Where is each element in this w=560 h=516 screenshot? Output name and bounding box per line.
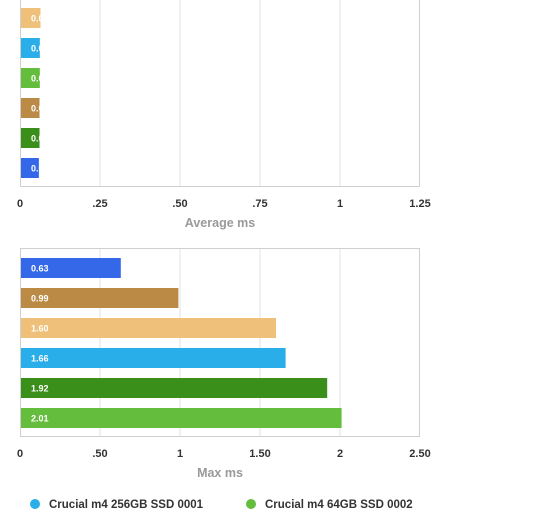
bar: [21, 288, 179, 308]
bar-value-label: 0.062: [31, 74, 54, 84]
bar: [21, 158, 39, 178]
x-tick-label: .50: [92, 448, 107, 460]
bar: [21, 348, 286, 368]
bar: [21, 318, 276, 338]
legend-item-label: Crucial m4 256GB SSD 0001: [49, 499, 204, 511]
bar-value-label: 1.60: [31, 324, 49, 334]
x-axis-title: Max ms: [197, 466, 243, 480]
bar-value-label: 0.064: [31, 14, 54, 24]
bar-value-label: 1.92: [31, 384, 49, 394]
legend-item-label: Crucial m4 64GB SSD 0002: [265, 499, 413, 511]
x-tick-label: 2.50: [409, 448, 430, 460]
max-ms-chart: 0.63 0.99 1.60 1.66 1.92 2.01 0 .50 1 1.50 2 2.50 Ma…: [17, 248, 431, 480]
bar-value-label: 0.062: [31, 44, 54, 54]
bar-value-label: 0.059: [31, 164, 54, 174]
bar-value-label: 2.01: [31, 414, 49, 424]
x-tick-label: .75: [252, 198, 267, 210]
legend-marker: [246, 499, 256, 509]
x-tick-label: 1: [177, 448, 183, 460]
x-tick-label: 2: [337, 448, 343, 460]
bar: [21, 98, 40, 118]
x-tick-label: 0: [17, 448, 23, 460]
x-tick-label: .50: [172, 198, 187, 210]
bar: [21, 38, 40, 58]
bar: [21, 128, 40, 148]
bar: [21, 378, 328, 398]
bar: [21, 68, 40, 88]
bar: [21, 408, 342, 428]
bar-value-label: 0.061: [31, 134, 54, 144]
bar-value-label: 1.66: [31, 354, 49, 364]
x-axis-title: Average ms: [185, 216, 255, 230]
bar-value-label: 0.63: [31, 264, 49, 274]
x-tick-label: 1.25: [409, 198, 430, 210]
x-tick-label: 1: [337, 198, 343, 210]
x-tick-label: 0: [17, 198, 23, 210]
x-tick-label: .25: [92, 198, 107, 210]
bar: [21, 258, 121, 278]
legend: Crucial m4 256GB SSD 0001 Crucial m4 64GB…: [30, 499, 413, 511]
bar-value-label: 0.99: [31, 294, 49, 304]
legend-marker: [30, 499, 40, 509]
bar-value-label: 0.061: [31, 104, 54, 114]
x-tick-label: 1.50: [249, 448, 270, 460]
bar: [21, 8, 41, 28]
average-ms-chart: 0.064 0.062 0.062 0.061 0.061 0.059 0 .25 .50 .75…: [17, 0, 431, 230]
